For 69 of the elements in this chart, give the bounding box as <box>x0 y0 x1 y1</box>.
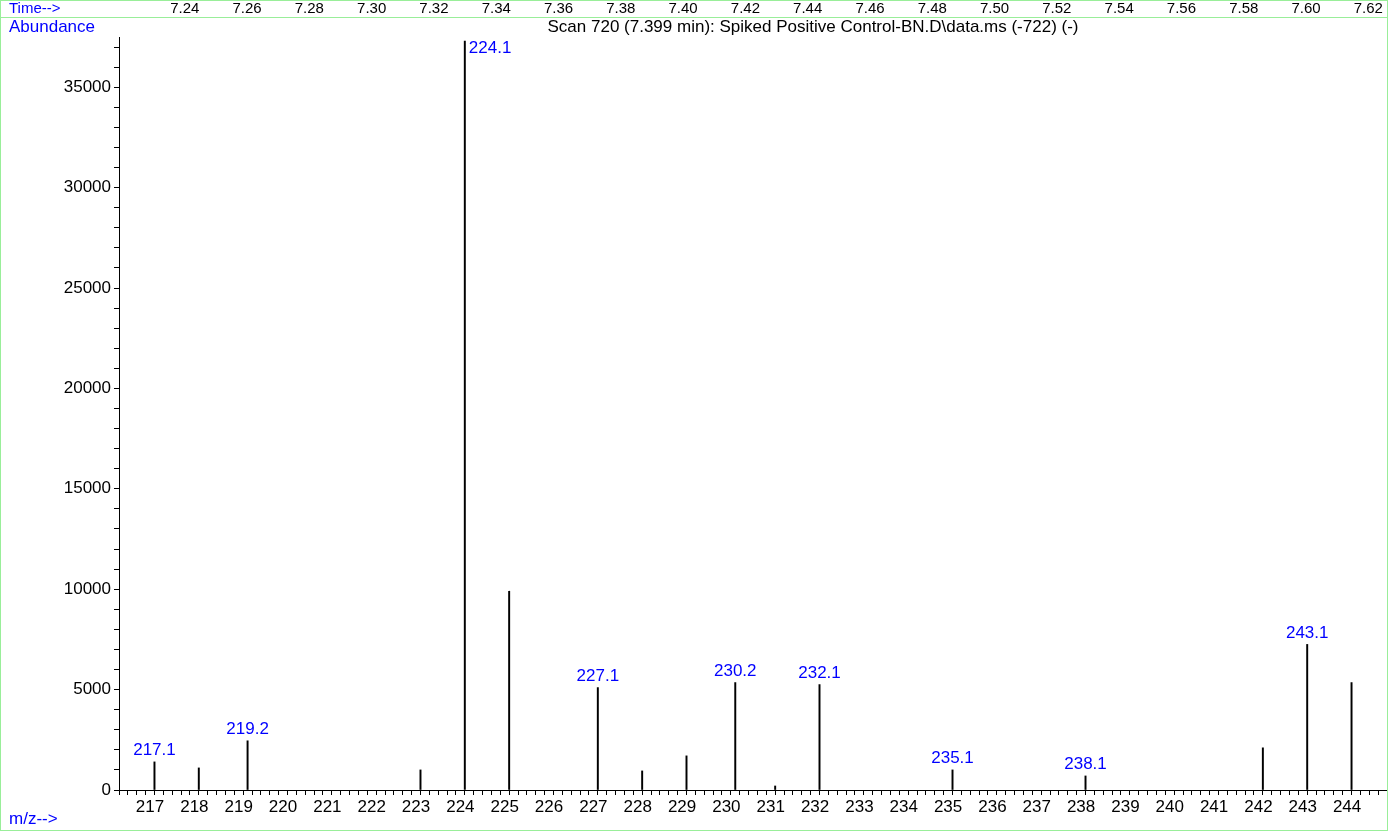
x2-tick-label: 7.40 <box>668 0 698 17</box>
annotation: 232.1 <box>798 662 841 682</box>
x-tick-label: 241 <box>1199 796 1229 816</box>
x2-tick-label: 7.62 <box>1353 0 1383 17</box>
x2-tick-label: 7.26 <box>232 0 262 17</box>
x-tick-label: 244 <box>1332 796 1362 816</box>
x2-tick-label: 7.56 <box>1166 0 1197 17</box>
annotation: 217.1 <box>133 740 176 760</box>
annotation: 219.2 <box>226 718 269 738</box>
x2-tick-label: 7.50 <box>979 0 1010 17</box>
y-axis-title: Abundance <box>9 16 96 36</box>
y-tick-label: 25000 <box>63 277 111 297</box>
x2-tick-label: 7.34 <box>481 0 511 17</box>
y-tick-label: 5000 <box>73 679 111 699</box>
y-tick-label: 0 <box>101 779 111 799</box>
chart-title: Scan 720 (7.399 min): Spiked Positive Control-BN.D\data.ms (-722) (-) <box>547 16 1079 36</box>
x-tick-label: 219 <box>224 796 253 816</box>
x2-tick-label: 7.46 <box>855 0 885 17</box>
x-axis-title: m/z--> <box>9 808 58 828</box>
x2-tick-label: 7.24 <box>170 0 200 17</box>
x-tick-label: 226 <box>534 796 564 816</box>
x-tick-label: 231 <box>756 796 785 816</box>
x-tick-label: 233 <box>845 796 874 816</box>
x-tick-label: 235 <box>933 796 963 816</box>
x-tick-label: 234 <box>889 796 918 816</box>
annotation: 230.2 <box>713 660 757 680</box>
y-tick-label: 35000 <box>63 76 111 96</box>
y-tick-label: 30000 <box>63 177 111 197</box>
x-tick-label: 223 <box>401 796 431 816</box>
x-tick-label: 228 <box>623 796 652 816</box>
x-tick-label: 229 <box>667 796 697 816</box>
x-tick-label: 237 <box>1022 796 1051 816</box>
annotation: 238.1 <box>1064 754 1107 774</box>
x2-tick-label: 7.48 <box>917 0 947 17</box>
x-tick-label: 230 <box>712 796 741 816</box>
x-tick-label: 225 <box>490 796 519 816</box>
y-tick-label: 20000 <box>63 378 111 398</box>
annotation: 227.1 <box>576 665 620 685</box>
annotation: 243.1 <box>1285 622 1329 642</box>
x2-tick-label: 7.58 <box>1229 0 1259 17</box>
x-tick-label: 240 <box>1155 796 1184 816</box>
x-tick-label: 238 <box>1066 796 1096 816</box>
x2-tick-label: 7.52 <box>1042 0 1072 17</box>
x-tick-label: 220 <box>268 796 298 816</box>
x-tick-label: 222 <box>357 796 386 816</box>
x-tick-label: 243 <box>1288 796 1317 816</box>
x2-tick-label: 7.30 <box>357 0 387 17</box>
x-tick-label: 224 <box>446 796 475 816</box>
x2-tick-label: 7.38 <box>606 0 636 17</box>
x2-tick-label: 7.36 <box>543 0 574 17</box>
y-tick-label: 10000 <box>63 578 111 598</box>
annotation: 235.1 <box>931 748 974 768</box>
y-tick-label: 15000 <box>63 478 111 498</box>
x2-tick-label: 7.54 <box>1104 0 1134 17</box>
x-tick-label: 236 <box>978 796 1007 816</box>
x-tick-label: 218 <box>180 796 209 816</box>
x2-tick-label: 7.44 <box>793 0 823 17</box>
x2-tick-label: 7.42 <box>730 0 760 17</box>
x2-tick-label: 7.60 <box>1291 0 1321 17</box>
x-tick-label: 227 <box>579 796 608 816</box>
x-tick-label: 239 <box>1111 796 1140 816</box>
x-tick-label: 221 <box>313 796 342 816</box>
x-tick-label: 242 <box>1244 796 1273 816</box>
x-tick-label: 217 <box>135 796 165 816</box>
annotation: 224.1 <box>468 38 512 58</box>
x2-tick-label: 7.32 <box>419 0 449 17</box>
x2-axis-title: Time--> <box>9 0 61 17</box>
x-tick-label: 232 <box>800 796 830 816</box>
x2-tick-label: 7.28 <box>294 0 324 17</box>
